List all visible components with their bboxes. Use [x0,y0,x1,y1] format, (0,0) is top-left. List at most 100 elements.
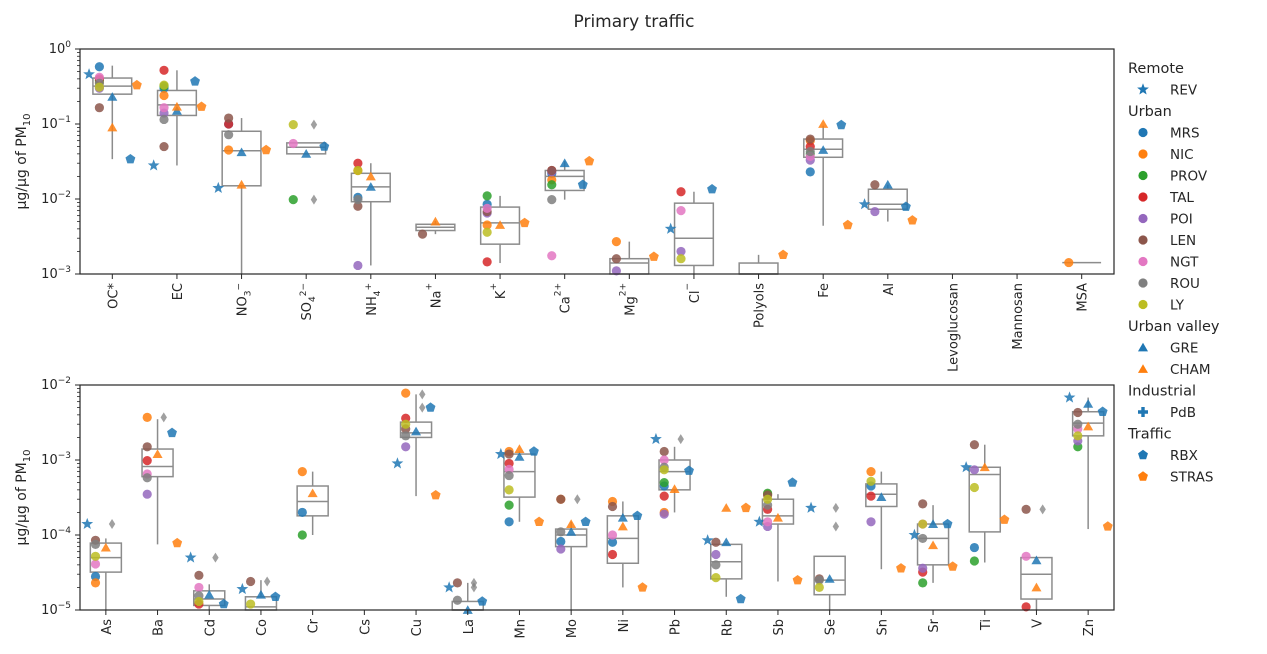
point-GRE-Ni [617,512,628,522]
outlier-point [832,502,840,513]
outlier-point [160,412,167,423]
point-GRE-Se [824,574,835,583]
box-Cl- [673,191,715,274]
legend-marker-NIC [1138,149,1148,159]
point-LEN-Ba [142,442,152,452]
y-tick-label: 10−3 [41,265,71,282]
point-RBX-EC [190,76,200,86]
box-iqr [738,262,779,275]
point-TAL-K+ [482,257,492,267]
point-REV-Cd [184,551,197,563]
point-STRAS-NO3- [261,144,272,155]
point-NIC-Cr [297,467,307,477]
point-TAL-V [1021,602,1031,612]
point-STRAS-Ti [999,514,1010,524]
point-REV-Se [805,501,817,513]
point-LEN-Sr [918,499,928,509]
point-PROV-Sr [918,578,928,588]
legend-item-STRAS: STRAS [1138,470,1213,486]
point-LEN-EC [159,141,169,152]
point-CHAM-Ti [979,462,990,472]
point-RBX-OC* [125,153,136,164]
point-NIC-K+ [482,220,492,230]
point-TAL-Cl- [676,187,686,197]
point-LEN-Mg2+ [611,254,621,264]
legend-group-title: Urban valley [1128,319,1220,335]
legend-marker-PdB [1138,407,1149,417]
point-POI-Ba [142,489,152,499]
legend-group-title: Industrial [1128,384,1196,400]
legend-item-ROU: ROU [1138,276,1200,292]
legend-marker-LY [1138,299,1148,310]
x-tick-label: Mn [513,619,528,638]
x-tick-label: Sr [927,618,942,632]
point-STRAS-Mg2+ [648,251,659,261]
box-iqr [803,138,844,159]
point-NGT-EC [159,103,169,113]
point-GRE-OC* [107,92,118,101]
point-STRAS-Sn [896,563,906,573]
x-tick-label: Levoglucosan [946,283,961,372]
y-tick-label: 10−1 [41,115,71,132]
legend-marker-MRS [1138,127,1148,138]
point-CHAM-Mo [566,519,577,528]
box-NO3- [221,118,262,274]
point-GRE-Co [255,589,266,599]
legend-label: TAL [1169,190,1194,206]
point-CHAM-Ba [152,449,163,458]
point-REV-Cu [391,457,404,469]
point-POI-Pb [659,509,669,519]
point-STRAS-Ca2+ [584,155,595,166]
point-RBX-Fe [836,119,847,130]
point-LY-NH4+ [353,165,363,176]
point-REV-Sb [753,515,766,527]
point-CHAM-NH4+ [365,171,376,181]
panel-1: 100 10−1 10−2 10−3 µg/µg of PM10 OC* EC NO3− SO4… [14,40,1115,372]
point-NIC-EC [159,90,169,101]
x-tick-label: Co [255,619,270,636]
point-PROV-Pb [659,477,669,488]
point-NGT-Ca2+ [547,251,557,261]
point-POI-Mo [556,544,566,554]
point-LY-Sr [918,519,928,529]
point-PROV-Ti [969,556,980,566]
point-LEN-Co [246,576,256,587]
box-iqr [479,206,521,245]
point-MRS-Fe [805,167,815,177]
point-LY-Rb [711,573,721,583]
point-LY-Pb [659,465,669,475]
point-LEN-Cd [194,570,204,580]
x-tick-label: V [1030,619,1045,628]
legend-label: LEN [1170,233,1196,249]
point-NGT-Sb [763,517,773,527]
point-NGT-V [1021,551,1031,561]
point-LY-Ti [969,482,980,493]
point-LEN-Ca2+ [547,165,557,176]
x-tick-label: NO3− [235,283,254,316]
x-tick-label: NH4+ [364,283,383,316]
legend-item-LY: LY [1138,298,1185,314]
y-tick-label: 10−3 [41,451,71,468]
legend-label: NGT [1170,255,1199,271]
point-RBX-Sr [942,518,953,529]
point-RBX-Zn [1097,406,1108,416]
point-GRE-Mn [514,452,525,461]
point-REV-La [443,581,456,593]
x-tick-label: Al [882,283,897,296]
y-tick-label: 10−5 [41,601,71,618]
point-CHAM-Cr [307,488,318,498]
legend-marker-NGT [1138,256,1148,267]
legend-item-LEN: LEN [1138,233,1196,249]
plot-frame [79,384,1115,611]
point-NIC-NO3- [224,145,234,155]
point-STRAS-EC [196,101,207,111]
y-axis-label: µg/µg of PM10 [14,450,33,546]
point-RBX-SO42- [319,141,330,151]
point-MRS-As [90,571,101,582]
legend-marker-ROU [1138,278,1148,288]
point-LY-Sn [866,476,876,486]
x-tick-label: Ti [979,619,994,631]
point-ROU-Fe [805,146,815,157]
y-axis-ticks: 10−2 10−3 10−4 10−5 [41,376,80,618]
point-PROV-Ca2+ [547,180,557,190]
